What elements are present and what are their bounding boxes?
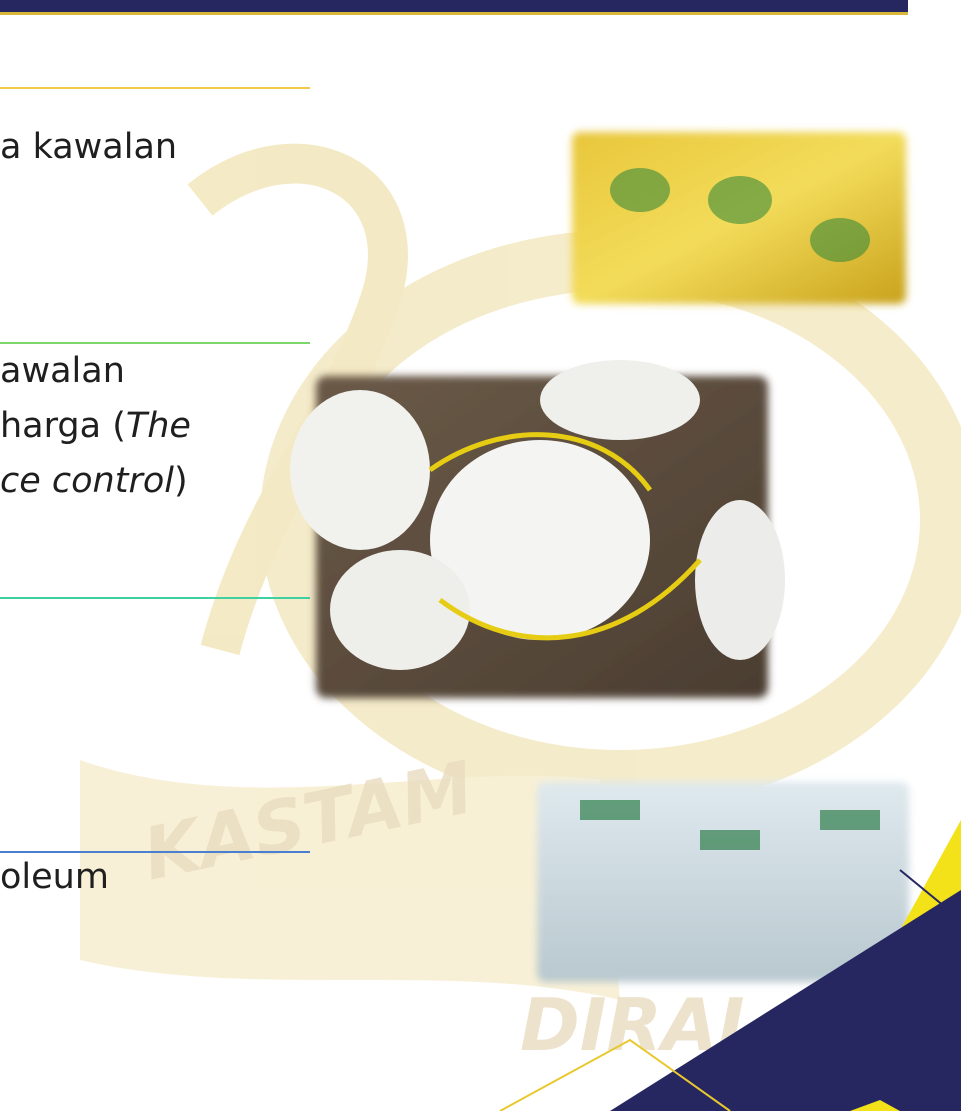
photo-masks <box>290 360 785 698</box>
photo-rice <box>537 782 909 982</box>
text-run: The <box>126 406 191 446</box>
photo-oil <box>572 132 906 304</box>
slide: KASTAM DIRAJ a kawalan awalan harga (The… <box>0 0 961 1111</box>
item-text: awalan <box>0 351 125 391</box>
slide-canvas: KASTAM DIRAJ a kawalan awalan harga (The… <box>0 0 961 1111</box>
top-bar <box>0 0 908 12</box>
top-bar-accent <box>0 12 908 15</box>
text-run: ) <box>174 461 188 501</box>
item-text: oleum <box>0 857 109 897</box>
item-text: a kawalan <box>0 127 177 167</box>
text-run: harga ( <box>0 406 126 446</box>
item-text: ce control) <box>0 461 188 501</box>
text-run: ce control <box>0 461 174 501</box>
item-text: harga (The <box>0 406 191 446</box>
